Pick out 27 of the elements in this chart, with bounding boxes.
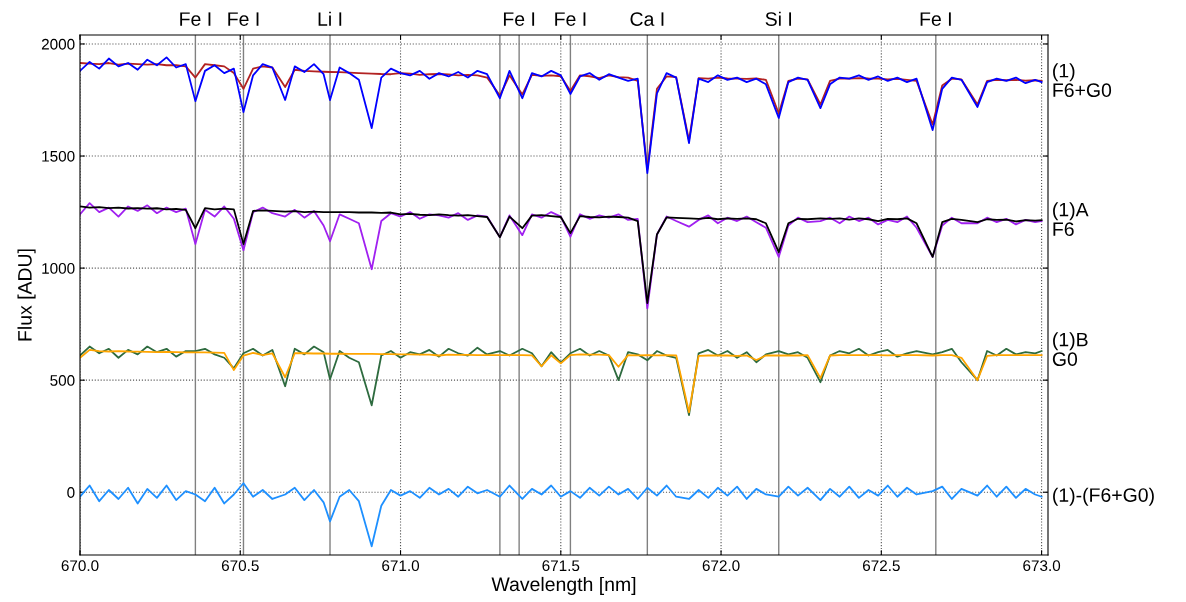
line-series [80,482,1043,548]
y-tick-label: 1000 [42,262,75,274]
series-label: (1)A F6 [1053,202,1089,237]
y-tick-label: 2000 [41,38,75,50]
ref-line-label: Fe I [920,12,951,26]
y-tick-label: 500 [50,375,75,386]
x-axis-title: Wavelength [nm] [491,576,636,596]
x-tick-label: 671.5 [542,560,580,572]
y-axis-title: Flux [ADU] [17,249,36,341]
ref-line-label: Fe I [503,12,535,26]
x-tick-label: 672.5 [862,560,900,572]
y-tick-label: 0 [67,487,75,498]
y-tick-label: 1500 [42,150,75,162]
ref-line-label: Li I [318,11,342,26]
x-tick-label: 671.0 [382,560,420,572]
series-label: (1) F6+G0 [1053,63,1112,98]
series-label: (1)B G0 [1052,332,1088,367]
ref-line-label: Si I [765,11,792,26]
x-tick-label: 670.0 [61,560,99,572]
ref-line-label: Fe I [228,12,259,26]
ref-line-label: Fe I [555,12,586,26]
x-tick-label: 672.0 [702,560,740,572]
x-tick-label: 673.0 [1023,560,1061,572]
ref-line-label: Fe I [180,12,211,26]
ref-line-label: Ca I [630,12,664,26]
series-label: (1)-(F6+G0) [1053,487,1154,506]
x-tick-label: 670.5 [221,560,259,572]
